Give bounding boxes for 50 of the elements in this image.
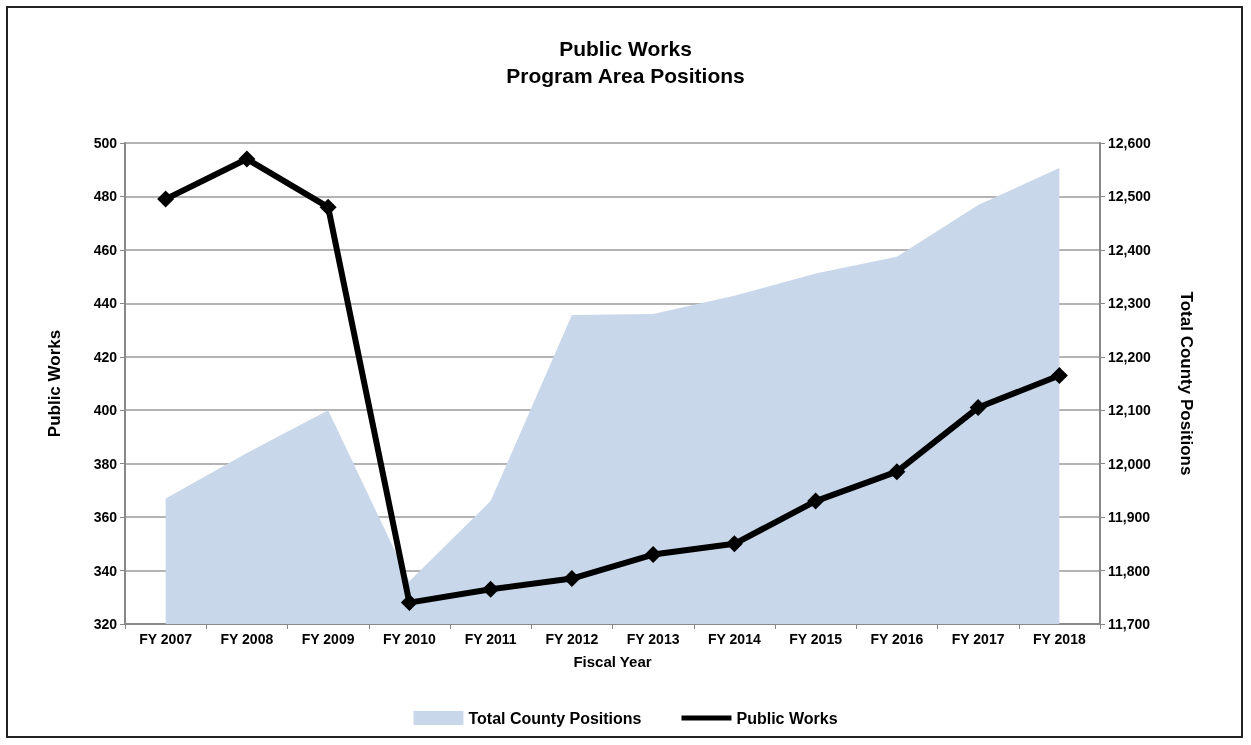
point bbox=[238, 150, 256, 168]
y2-tick-label: 12,000 bbox=[1108, 455, 1152, 472]
y-tick-label: 420 bbox=[93, 348, 118, 365]
point bbox=[563, 570, 581, 588]
x-tick-label: FY 2018 bbox=[1033, 631, 1086, 647]
x-tick-label: FY 2010 bbox=[383, 631, 436, 647]
point bbox=[725, 535, 743, 553]
legend-label: Total County Positions bbox=[468, 709, 642, 727]
x-tick-label: FY 2012 bbox=[545, 631, 599, 647]
y2-tick-label: 12,400 bbox=[1108, 241, 1152, 258]
y2-tick-label: 12,500 bbox=[1108, 188, 1152, 205]
y-tick-label: 340 bbox=[93, 562, 118, 579]
y-tick-label: 360 bbox=[93, 509, 118, 526]
y2-tick-label: 12,600 bbox=[1108, 135, 1152, 151]
x-tick-label: FY 2016 bbox=[870, 631, 924, 647]
point bbox=[1050, 366, 1068, 384]
x-axis-title: Fiscal Year bbox=[573, 653, 652, 670]
point bbox=[888, 463, 906, 481]
point bbox=[400, 594, 418, 612]
point bbox=[644, 546, 662, 564]
point bbox=[807, 492, 825, 510]
y2-tick-label: 11,700 bbox=[1108, 616, 1151, 632]
point bbox=[319, 198, 337, 216]
x-tick-label: FY 2015 bbox=[789, 631, 843, 647]
y2-tick-label: 12,100 bbox=[1108, 402, 1152, 419]
x-tick-label: FY 2008 bbox=[220, 631, 274, 647]
legend-label: Public Works bbox=[736, 709, 838, 727]
y-tick-label: 480 bbox=[93, 188, 118, 205]
y-tick-label: 320 bbox=[93, 616, 118, 632]
x-tick-label: FY 2017 bbox=[951, 631, 1005, 647]
x-tick-label: FY 2009 bbox=[301, 631, 355, 647]
y-tick-label: 460 bbox=[93, 241, 118, 258]
y2-tick-label: 11,800 bbox=[1108, 562, 1151, 579]
x-tick-label: FY 2007 bbox=[139, 631, 193, 647]
x-tick-label: FY 2014 bbox=[708, 631, 761, 647]
point bbox=[969, 399, 987, 417]
chart-title: Public Works Program Area Positions bbox=[506, 37, 745, 87]
y2-axis-title: Total County Positions bbox=[1177, 291, 1196, 476]
point bbox=[482, 580, 500, 598]
y-tick-label: 380 bbox=[93, 455, 118, 472]
y2-tick-label: 12,200 bbox=[1108, 348, 1152, 365]
x-tick-label: FY 2013 bbox=[626, 631, 680, 647]
y2-tick-label: 11,900 bbox=[1108, 509, 1151, 526]
y-tick-label: 500 bbox=[93, 135, 118, 151]
y-axis-title: Public Works bbox=[45, 329, 64, 438]
y2-tick-label: 12,300 bbox=[1108, 295, 1152, 312]
y-tick-label: 440 bbox=[93, 295, 118, 312]
x-tick-label: FY 2011 bbox=[464, 631, 517, 647]
y-tick-label: 400 bbox=[93, 402, 118, 419]
point bbox=[157, 190, 175, 208]
